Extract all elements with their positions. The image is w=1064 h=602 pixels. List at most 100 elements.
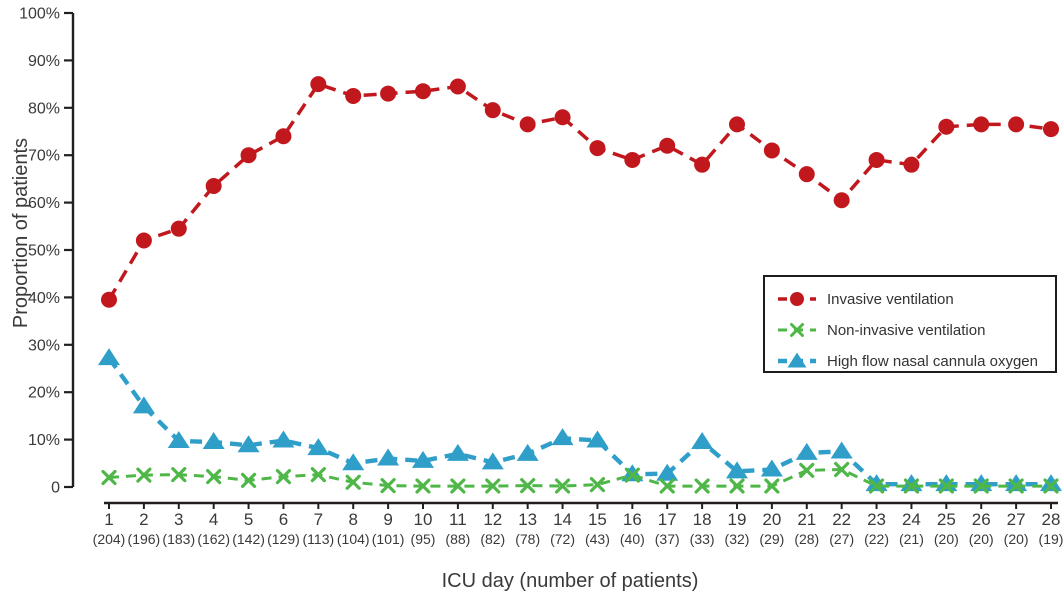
data-point — [240, 472, 257, 488]
y-tick-label: 90% — [28, 53, 60, 70]
legend-label: Invasive ventilation — [827, 290, 954, 308]
data-point — [206, 468, 222, 485]
data-point — [763, 142, 780, 159]
data-point — [342, 453, 365, 471]
x-day-label: 13 — [518, 510, 537, 529]
x-day-label: 7 — [314, 510, 323, 529]
data-point — [205, 178, 222, 195]
data-point — [973, 116, 990, 133]
data-point — [624, 151, 641, 168]
x-count-label: (20) — [1004, 531, 1029, 547]
data-point — [132, 396, 155, 414]
legend-label: High flow nasal cannula oxygen — [827, 352, 1038, 370]
series-line-x — [108, 467, 1051, 488]
data-point — [659, 137, 676, 154]
y-tick-label: 50% — [28, 243, 60, 260]
data-point — [516, 443, 539, 461]
data-point — [900, 474, 923, 492]
x-marker-icon — [778, 321, 816, 339]
x-day-label: 27 — [1007, 510, 1026, 529]
data-point — [624, 467, 640, 483]
data-point — [938, 478, 954, 494]
data-point — [484, 102, 501, 119]
data-point — [135, 232, 152, 249]
x-day-label: 5 — [244, 510, 253, 529]
y-axis-title: Proportion of patients — [10, 137, 32, 329]
x-day-label: 15 — [588, 510, 607, 529]
legend-item-invasive-ventilation: Invasive ventilation — [778, 290, 1055, 308]
y-tick-label: 100% — [19, 6, 60, 23]
x-day-label: 25 — [937, 510, 956, 529]
data-point — [446, 443, 469, 461]
data-point — [519, 116, 536, 133]
x-count-label: (43) — [585, 531, 610, 547]
y-tick-label: 20% — [28, 385, 60, 402]
data-point — [1008, 116, 1025, 133]
data-point — [520, 477, 536, 494]
data-point — [659, 478, 675, 494]
triangle-marker-icon — [778, 352, 816, 370]
x-count-label: (33) — [690, 531, 715, 547]
data-point — [656, 463, 679, 481]
legend-label: Non-invasive ventilation — [827, 321, 986, 339]
x-count-label: (78) — [515, 531, 540, 547]
data-point — [240, 147, 257, 164]
data-point — [554, 478, 571, 494]
data-point — [345, 474, 361, 490]
data-point — [415, 83, 431, 100]
x-count-label: (29) — [759, 531, 784, 547]
data-point — [485, 478, 501, 494]
x-count-label: (32) — [725, 531, 750, 547]
x-count-label: (88) — [445, 531, 470, 547]
x-day-label: 14 — [553, 510, 572, 529]
x-day-label: 17 — [658, 510, 677, 529]
x-day-label: 22 — [832, 510, 851, 529]
x-day-label: 20 — [762, 510, 781, 529]
x-count-label: (37) — [655, 531, 680, 547]
x-day-label: 10 — [414, 510, 433, 529]
x-count-label: (27) — [829, 531, 854, 547]
data-point — [554, 109, 571, 126]
x-count-label: (20) — [969, 531, 994, 547]
x-count-label: (82) — [480, 531, 505, 547]
data-point — [586, 430, 609, 448]
x-day-label: 16 — [623, 510, 642, 529]
x-count-label: (183) — [162, 531, 195, 547]
y-tick-label: 40% — [28, 290, 60, 307]
x-day-label: 2 — [139, 510, 148, 529]
x-count-label: (104) — [337, 531, 370, 547]
data-point — [98, 348, 120, 366]
data-point — [275, 128, 292, 145]
data-point — [202, 431, 225, 449]
x-count-label: (204) — [93, 531, 126, 547]
data-point — [415, 478, 431, 494]
x-count-label: (95) — [411, 531, 436, 547]
data-point — [380, 85, 397, 102]
data-point — [310, 76, 327, 93]
x-day-label: 28 — [1042, 510, 1061, 529]
data-point — [307, 438, 330, 456]
data-point — [380, 477, 396, 494]
x-day-label: 9 — [383, 510, 392, 529]
y-tick-label: 0 — [51, 480, 60, 497]
data-point — [764, 478, 780, 494]
x-day-label: 23 — [867, 510, 886, 529]
data-point — [101, 291, 117, 308]
data-point — [589, 477, 606, 493]
x-day-label: 18 — [693, 510, 712, 529]
data-point — [167, 431, 190, 449]
x-day-label: 8 — [348, 510, 357, 529]
data-point — [903, 478, 920, 494]
data-point — [101, 469, 117, 486]
legend-item-non-invasive-ventilation: Non-invasive ventilation — [778, 321, 1055, 339]
x-axis-title: ICU day (number of patients) — [441, 570, 699, 592]
data-point — [412, 450, 434, 468]
data-point — [450, 478, 466, 494]
x-count-label: (22) — [864, 531, 889, 547]
data-point — [377, 448, 400, 466]
data-point — [170, 220, 187, 237]
data-point — [868, 478, 885, 494]
x-day-label: 21 — [797, 510, 816, 529]
data-point — [275, 468, 292, 485]
x-day-label: 19 — [728, 510, 747, 529]
